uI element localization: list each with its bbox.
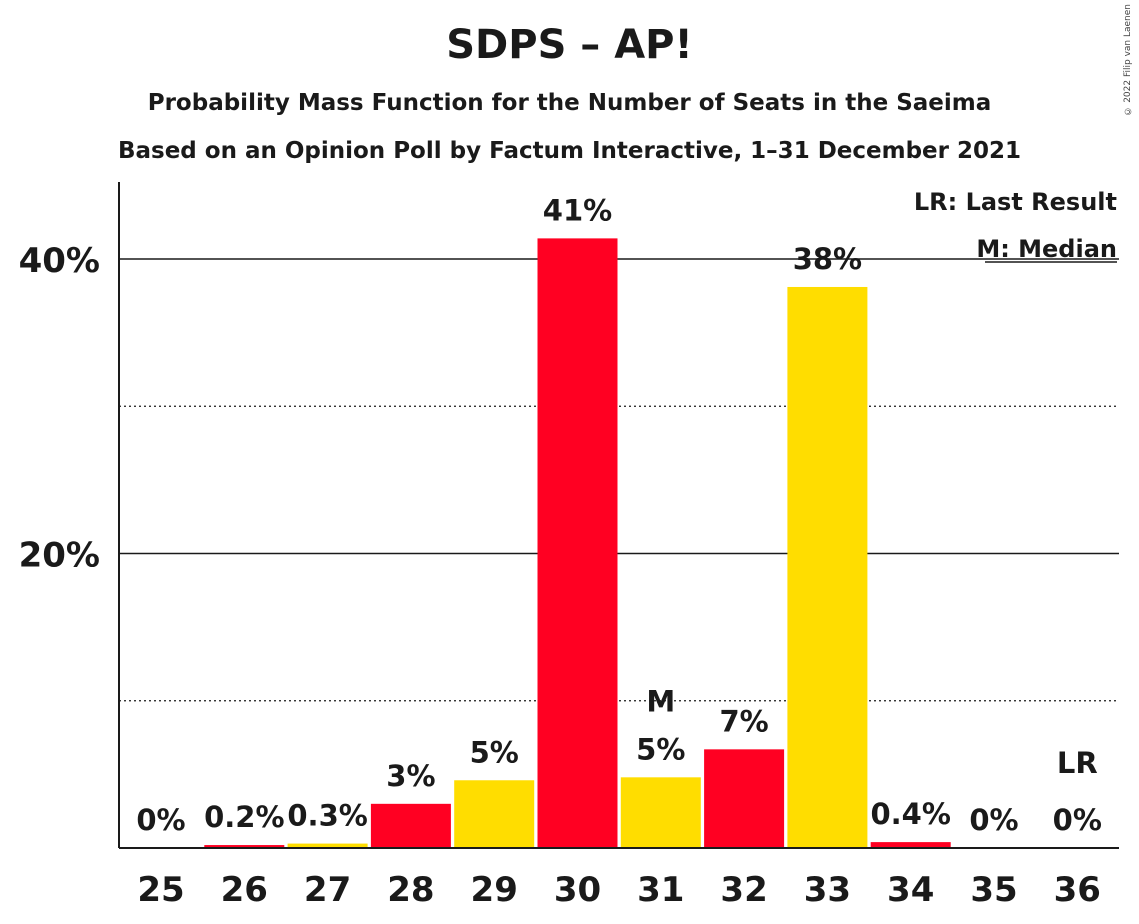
data-label: 38%	[793, 242, 862, 276]
data-label: 0%	[1053, 803, 1102, 837]
bar	[454, 780, 535, 848]
x-tick-label: 32	[720, 870, 767, 910]
data-label: 3%	[386, 759, 435, 793]
chart-title: SDPS – AP!	[446, 22, 693, 68]
bar	[870, 842, 951, 848]
legend-last-result: LR: Last Result	[914, 188, 1117, 216]
bar	[204, 845, 285, 848]
x-tick-label: 35	[970, 870, 1017, 910]
bar	[787, 286, 868, 848]
x-tick-label: 29	[471, 870, 518, 910]
legend-median: M: Median	[976, 235, 1117, 263]
bar	[704, 749, 785, 848]
x-tick-label: 28	[387, 870, 434, 910]
x-tick-label: 30	[554, 870, 601, 910]
data-label: 0.4%	[870, 797, 950, 831]
data-label: 5%	[636, 732, 685, 766]
x-tick-label: 31	[637, 870, 684, 910]
x-tick-label: 27	[304, 870, 351, 910]
bar	[537, 238, 618, 848]
y-tick-label: 20%	[19, 536, 100, 576]
data-label: 0%	[969, 803, 1018, 837]
data-label: 7%	[719, 704, 768, 738]
bar	[287, 843, 368, 848]
x-tick-label: 25	[137, 870, 184, 910]
bar	[620, 777, 701, 848]
data-label: 0.3%	[287, 799, 367, 833]
x-tick-label: 34	[887, 870, 934, 910]
x-tick-label: 33	[804, 870, 851, 910]
bar	[370, 803, 451, 848]
median-marker: M	[646, 684, 675, 718]
last-result-marker: LR	[1057, 746, 1098, 780]
chart-subtitle-2: Based on an Opinion Poll by Factum Inter…	[117, 138, 1022, 164]
x-tick-label: 36	[1054, 870, 1101, 910]
data-label: 0%	[136, 803, 185, 837]
data-label: 0.2%	[204, 800, 284, 834]
y-tick-label: 40%	[19, 241, 100, 281]
data-label: 5%	[470, 735, 519, 769]
x-tick-label: 26	[221, 870, 268, 910]
data-label: 41%	[543, 193, 612, 227]
chart-subtitle-1: Probability Mass Function for the Number…	[147, 90, 992, 116]
